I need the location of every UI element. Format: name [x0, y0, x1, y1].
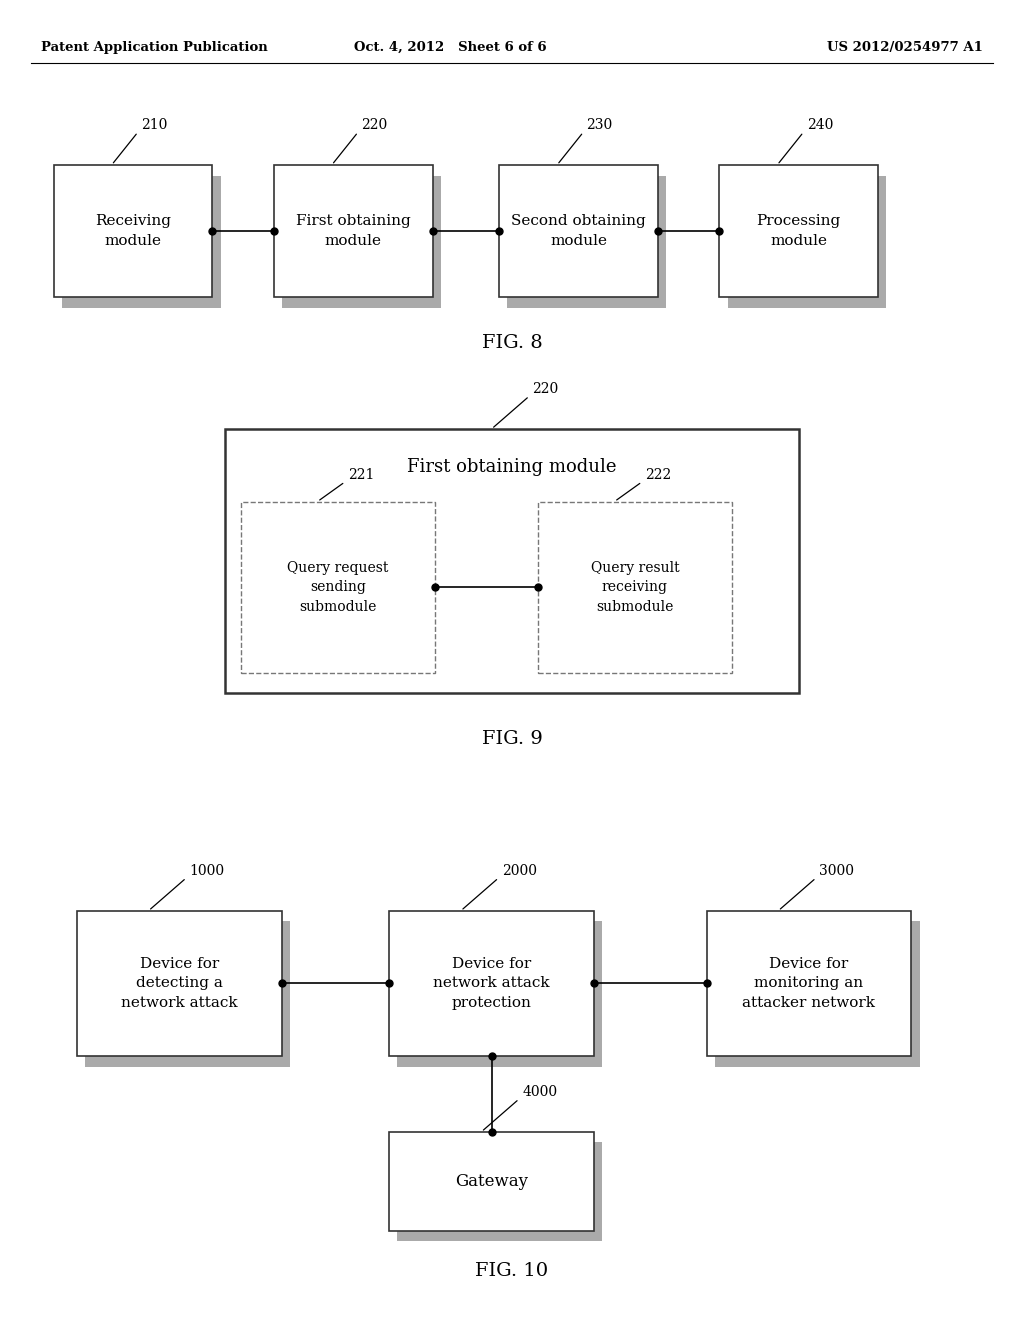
Text: Query result
receiving
submodule: Query result receiving submodule [591, 561, 679, 614]
Bar [499, 165, 657, 297]
Text: 210: 210 [141, 117, 168, 132]
Text: FIG. 10: FIG. 10 [475, 1262, 549, 1280]
Text: 221: 221 [348, 467, 375, 482]
Text: US 2012/0254977 A1: US 2012/0254977 A1 [827, 41, 983, 54]
Text: FIG. 8: FIG. 8 [481, 334, 543, 352]
Bar [397, 1142, 602, 1241]
Text: 222: 222 [645, 467, 672, 482]
Text: FIG. 9: FIG. 9 [481, 730, 543, 748]
Bar [397, 921, 602, 1067]
Text: Receiving
module: Receiving module [95, 214, 171, 248]
Text: First obtaining module: First obtaining module [408, 458, 616, 477]
Bar [85, 921, 290, 1067]
Text: Device for
monitoring an
attacker network: Device for monitoring an attacker networ… [742, 957, 876, 1010]
Text: 4000: 4000 [522, 1085, 557, 1098]
Bar [719, 165, 879, 297]
Text: 230: 230 [587, 117, 612, 132]
Bar [282, 176, 440, 308]
Text: Device for
network attack
protection: Device for network attack protection [433, 957, 550, 1010]
Text: Second obtaining
module: Second obtaining module [511, 214, 646, 248]
Bar [225, 429, 799, 693]
Text: Gateway: Gateway [455, 1173, 528, 1189]
Text: Query request
sending
submodule: Query request sending submodule [288, 561, 388, 614]
Bar [715, 921, 920, 1067]
Bar [507, 176, 666, 308]
Text: First obtaining
module: First obtaining module [296, 214, 411, 248]
Text: 1000: 1000 [189, 863, 224, 878]
Bar [273, 165, 432, 297]
Bar [707, 911, 911, 1056]
Bar [62, 176, 221, 308]
Text: 220: 220 [532, 381, 559, 396]
Bar [389, 911, 594, 1056]
Text: Processing
module: Processing module [757, 214, 841, 248]
Text: 3000: 3000 [819, 863, 854, 878]
Text: 220: 220 [361, 117, 387, 132]
Bar [538, 502, 732, 673]
Bar [389, 1131, 594, 1230]
Bar [727, 176, 887, 308]
Text: Patent Application Publication: Patent Application Publication [41, 41, 267, 54]
Bar [77, 911, 282, 1056]
Text: Oct. 4, 2012   Sheet 6 of 6: Oct. 4, 2012 Sheet 6 of 6 [354, 41, 547, 54]
Text: Device for
detecting a
network attack: Device for detecting a network attack [121, 957, 238, 1010]
Bar [241, 502, 435, 673]
Bar [54, 165, 213, 297]
Text: 2000: 2000 [502, 863, 537, 878]
Text: 240: 240 [807, 117, 834, 132]
